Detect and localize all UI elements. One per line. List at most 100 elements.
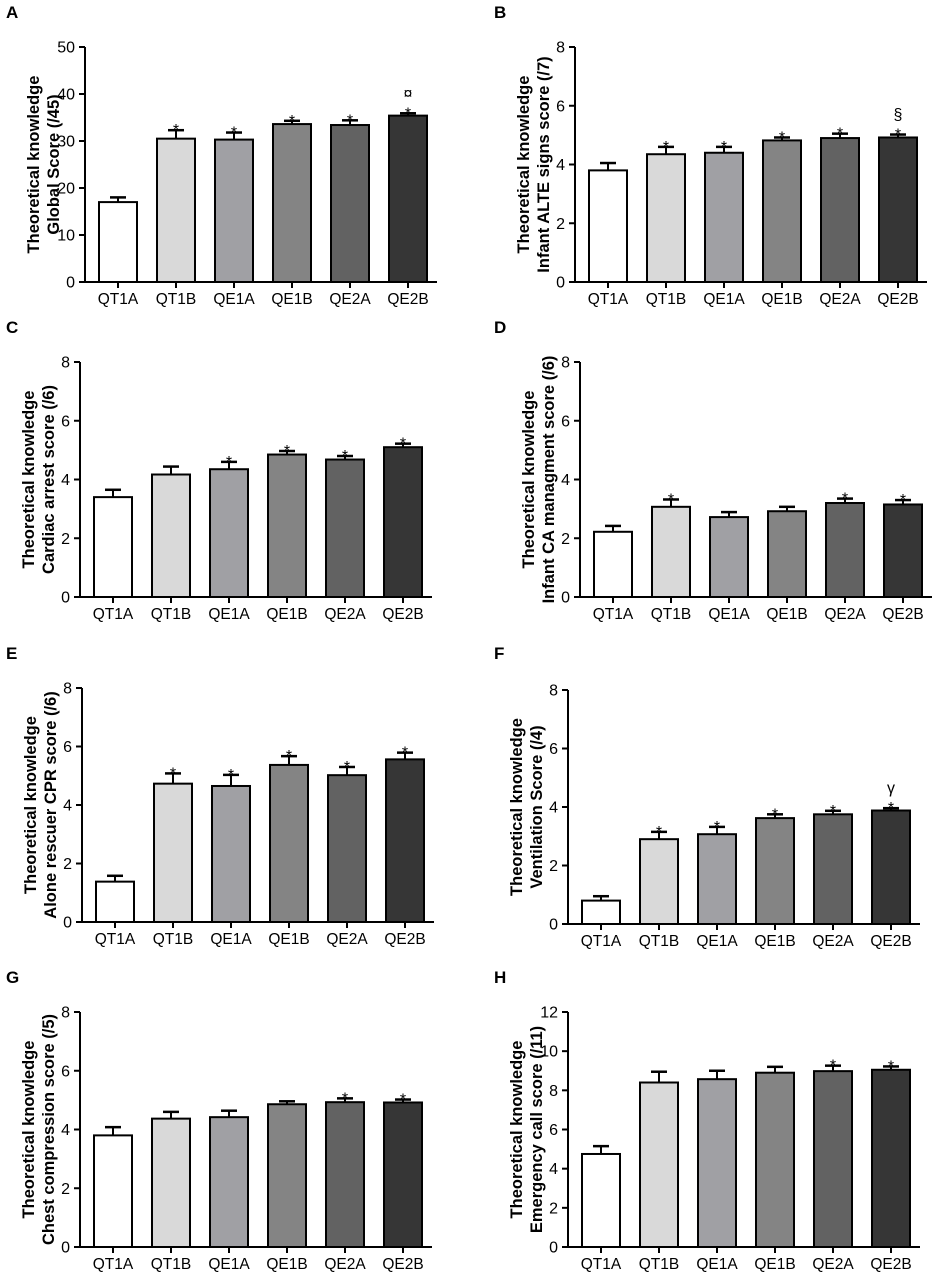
- panel-d: D Theoretical knowledge Infant CA managmen…: [494, 318, 932, 623]
- bar-qe2a: [813, 813, 853, 925]
- significance-star: *: [405, 105, 411, 122]
- x-tick-label: QE2B: [870, 933, 911, 950]
- significance-star: *: [228, 767, 234, 784]
- bar-qt1b: [651, 505, 691, 599]
- y-axis-title-line: Infant CA managment score (/6): [540, 356, 558, 604]
- bar-qe2a: [330, 124, 370, 283]
- panel-letter: B: [494, 3, 506, 22]
- bar-qt1a: [593, 530, 633, 598]
- significance-star: *: [342, 448, 348, 465]
- y-tick-label: 4: [549, 1161, 558, 1178]
- y-axis-title-line: Theoretical knowledge: [515, 76, 533, 254]
- significance-star: *: [347, 112, 353, 129]
- y-tick-label: 2: [561, 531, 570, 548]
- y-tick-label: 0: [61, 590, 70, 607]
- x-tick-label: QE2B: [387, 291, 428, 308]
- bar-qe1a: [211, 784, 251, 923]
- y-axis-title-line: Infant ALTE signs score (/7): [535, 56, 553, 272]
- y-tick-label: 0: [561, 590, 570, 607]
- panel-letter: D: [494, 318, 506, 337]
- y-tick-label: 0: [66, 275, 75, 292]
- y-tick-label: 4: [61, 472, 70, 489]
- bar-qe2a: [325, 458, 365, 598]
- y-tick-label: 6: [549, 1122, 558, 1139]
- x-tick-label: QE1A: [213, 291, 255, 308]
- bar-qt1a: [98, 201, 138, 284]
- bar-qe2a: [825, 502, 865, 598]
- x-tick-label: QE1B: [754, 933, 795, 950]
- x-tick-label: QT1A: [588, 291, 629, 308]
- bar-qe2b: [871, 1068, 911, 1249]
- significance-star: *: [895, 127, 901, 144]
- bar-qe2b: [871, 809, 911, 926]
- x-tick-label: QT1A: [98, 291, 139, 308]
- panel-g: G Theoretical knowledge Chest compression …: [6, 968, 432, 1273]
- x-tick-label: QT1B: [639, 933, 679, 950]
- y-tick-label: 10: [57, 228, 75, 245]
- x-tick-label: QT1A: [93, 606, 134, 623]
- bar-qt1b: [151, 1117, 191, 1248]
- bar-qt1a: [93, 1134, 133, 1248]
- significance-star: *: [289, 113, 295, 130]
- y-tick-label: 6: [63, 739, 72, 756]
- significance-star: *: [721, 139, 727, 156]
- significance-star: *: [714, 819, 720, 836]
- x-tick-label: QT1B: [639, 1256, 679, 1273]
- y-axis-title-line: Global Score (/45): [45, 94, 63, 234]
- panel-f: F Theoretical knowledge Ventilation Score …: [494, 644, 920, 950]
- bar-qe1b: [762, 139, 802, 283]
- x-tick-label: QT1A: [95, 931, 136, 948]
- significance-star: *: [344, 759, 350, 776]
- x-tick-label: QE2B: [382, 606, 423, 623]
- significance-star: *: [779, 129, 785, 146]
- bar-qe2b: [883, 503, 923, 598]
- bar-qt1b: [151, 473, 191, 599]
- significance-star: *: [888, 1058, 894, 1075]
- significance-star: *: [170, 765, 176, 782]
- significance-star: *: [402, 745, 408, 762]
- x-tick-label: QE1B: [761, 291, 802, 308]
- bar-qe2a: [327, 774, 367, 923]
- x-tick-label: QT1B: [156, 291, 196, 308]
- panel-letter: G: [6, 968, 19, 987]
- y-axis-title: Theoretical knowledge Chest compression s…: [20, 1014, 58, 1245]
- y-tick-label: 8: [556, 40, 565, 57]
- x-tick-label: QT1A: [93, 1256, 134, 1273]
- bar-qt1b: [639, 1081, 679, 1248]
- y-axis-title-line: Ventilation Score (/4): [528, 725, 546, 888]
- y-tick-label: 8: [61, 1005, 70, 1022]
- y-axis-title-line: Cardiac arrest score (/6): [40, 385, 58, 574]
- y-axis-title-line: Emergency call score (/11): [528, 1026, 546, 1233]
- bar-qe2a: [820, 137, 860, 283]
- bar-qt1a: [93, 496, 133, 598]
- y-tick-label: 0: [556, 275, 565, 292]
- significance-symbol: γ: [887, 780, 895, 797]
- panel-letter: E: [6, 644, 17, 663]
- x-tick-label: QE1B: [271, 291, 312, 308]
- y-tick-label: 4: [556, 157, 565, 174]
- x-tick-label: QT1A: [593, 606, 634, 623]
- y-tick-label: 0: [63, 915, 72, 932]
- y-tick-label: 8: [549, 1083, 558, 1100]
- y-axis-title-line: Theoretical knowledge: [25, 76, 43, 254]
- y-axis-title-line: Theoretical knowledge: [22, 716, 40, 894]
- bar-qt1b: [639, 838, 679, 925]
- bar-qe1b: [269, 763, 309, 923]
- y-tick-label: 10: [540, 1044, 558, 1061]
- x-tick-label: QT1B: [151, 1256, 191, 1273]
- y-tick-label: 8: [61, 355, 70, 372]
- significance-star: *: [231, 125, 237, 142]
- bar-qe1a: [709, 516, 749, 598]
- x-tick-label: QE1A: [208, 1256, 250, 1273]
- significance-star: *: [837, 126, 843, 143]
- significance-star: *: [900, 492, 906, 509]
- significance-star: *: [830, 803, 836, 820]
- significance-star: *: [830, 1058, 836, 1075]
- bar-qt1b: [646, 153, 686, 283]
- y-axis-title-line: Theoretical knowledge: [508, 1041, 526, 1219]
- y-axis-title-line: Theoretical knowledge: [20, 391, 38, 569]
- y-axis-title: Theoretical knowledge Emergency call scor…: [508, 1026, 546, 1233]
- y-tick-label: 6: [549, 741, 558, 758]
- panel-e: E Theoretical knowledge Alone rescuer CPR …: [6, 644, 434, 948]
